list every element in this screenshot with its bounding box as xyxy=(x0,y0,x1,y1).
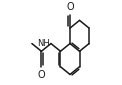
Text: O: O xyxy=(66,2,74,12)
Text: O: O xyxy=(38,70,45,80)
Text: NH: NH xyxy=(37,39,50,48)
